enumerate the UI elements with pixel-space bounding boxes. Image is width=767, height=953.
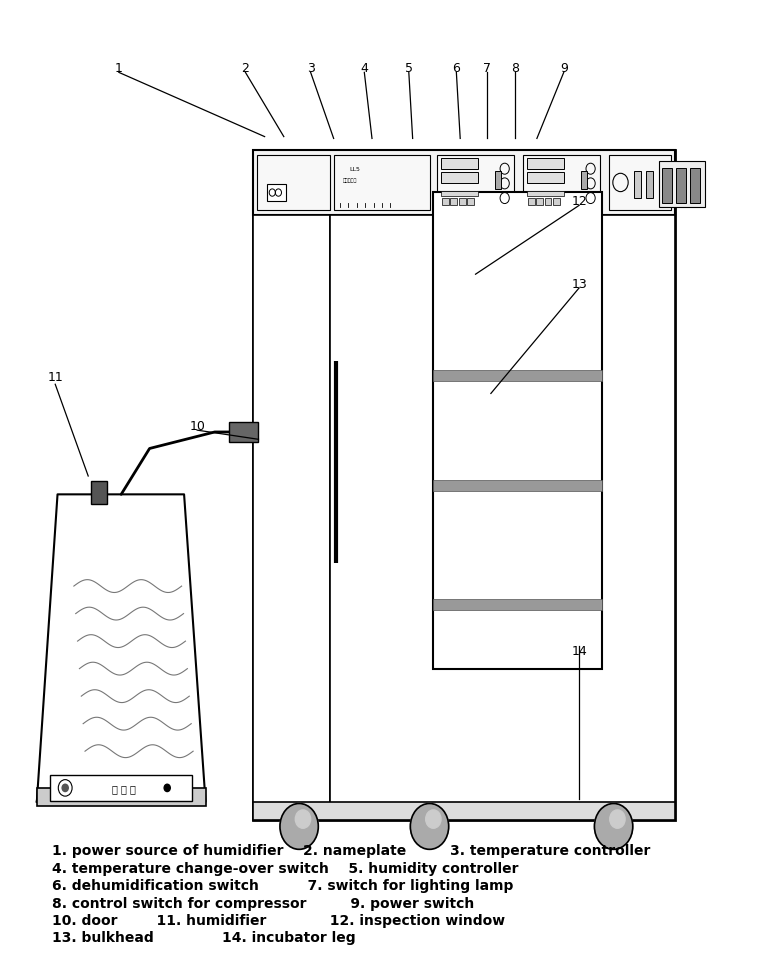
Bar xyxy=(527,158,564,170)
Text: 6. dehumidification switch          7. switch for lighting lamp: 6. dehumidification switch 7. switch for… xyxy=(52,879,514,892)
Text: 2: 2 xyxy=(242,62,249,75)
Text: 11: 11 xyxy=(48,371,63,384)
Text: 8: 8 xyxy=(512,62,519,75)
Bar xyxy=(253,152,675,821)
Circle shape xyxy=(426,810,441,828)
Bar xyxy=(253,801,675,821)
Text: 13: 13 xyxy=(571,277,587,291)
Circle shape xyxy=(280,803,318,849)
Text: 3: 3 xyxy=(307,62,314,75)
Text: 14: 14 xyxy=(571,644,587,658)
Text: 加 湿 器: 加 湿 器 xyxy=(112,783,137,793)
Text: 加湿控制器: 加湿控制器 xyxy=(343,177,357,183)
Bar xyxy=(442,199,449,206)
Text: 10. door        11. humidifier             12. inspection window: 10. door 11. humidifier 12. inspection w… xyxy=(52,913,505,927)
Bar xyxy=(433,370,602,381)
Bar xyxy=(659,162,705,208)
Text: 1: 1 xyxy=(115,62,123,75)
Bar xyxy=(545,199,551,206)
Bar xyxy=(437,155,514,211)
Circle shape xyxy=(594,803,633,849)
Bar xyxy=(253,215,330,821)
Text: 8. control switch for compressor         9. power switch: 8. control switch for compressor 9. powe… xyxy=(52,896,475,909)
Text: LL5: LL5 xyxy=(349,167,360,172)
Bar xyxy=(441,158,478,170)
Text: 4. temperature change-over switch    5. humidity controller: 4. temperature change-over switch 5. hum… xyxy=(52,861,518,875)
Bar xyxy=(257,155,330,211)
Bar xyxy=(523,155,600,211)
Bar xyxy=(450,199,457,206)
Bar xyxy=(536,199,543,206)
Bar xyxy=(495,172,501,190)
Bar xyxy=(528,199,535,206)
Bar xyxy=(527,173,564,184)
Text: 4: 4 xyxy=(360,62,368,75)
Circle shape xyxy=(410,803,449,849)
Bar xyxy=(267,185,286,202)
Polygon shape xyxy=(37,495,206,801)
Bar xyxy=(690,169,700,203)
Text: 6: 6 xyxy=(453,62,460,75)
Bar xyxy=(253,152,675,215)
Text: 9: 9 xyxy=(560,62,568,75)
Bar xyxy=(553,199,560,206)
Bar xyxy=(433,599,602,610)
Text: 7: 7 xyxy=(483,62,491,75)
Bar xyxy=(459,199,466,206)
Circle shape xyxy=(295,810,311,828)
Bar xyxy=(50,775,192,801)
Bar xyxy=(334,155,430,211)
Text: 5: 5 xyxy=(405,62,413,75)
Bar xyxy=(662,169,672,203)
Bar xyxy=(609,155,671,211)
Bar xyxy=(467,199,474,206)
Bar xyxy=(527,192,564,197)
Bar xyxy=(441,173,478,184)
Text: 1. power source of humidifier    2. nameplate         3. temperature controller: 1. power source of humidifier 2. namepla… xyxy=(52,843,650,858)
Bar xyxy=(646,172,653,199)
Text: 13. bulkhead              14. incubator leg: 13. bulkhead 14. incubator leg xyxy=(52,930,356,944)
Bar xyxy=(433,480,602,491)
Bar xyxy=(441,192,478,197)
Bar xyxy=(330,215,675,821)
Bar xyxy=(581,172,587,190)
Bar xyxy=(37,788,206,806)
Bar xyxy=(634,172,641,199)
Bar xyxy=(676,169,686,203)
Bar xyxy=(229,422,258,442)
Text: 12: 12 xyxy=(571,195,587,208)
Text: 10: 10 xyxy=(189,419,205,433)
Circle shape xyxy=(62,784,68,792)
Bar xyxy=(91,481,107,504)
Circle shape xyxy=(164,784,170,792)
Circle shape xyxy=(610,810,625,828)
Bar xyxy=(433,193,602,669)
